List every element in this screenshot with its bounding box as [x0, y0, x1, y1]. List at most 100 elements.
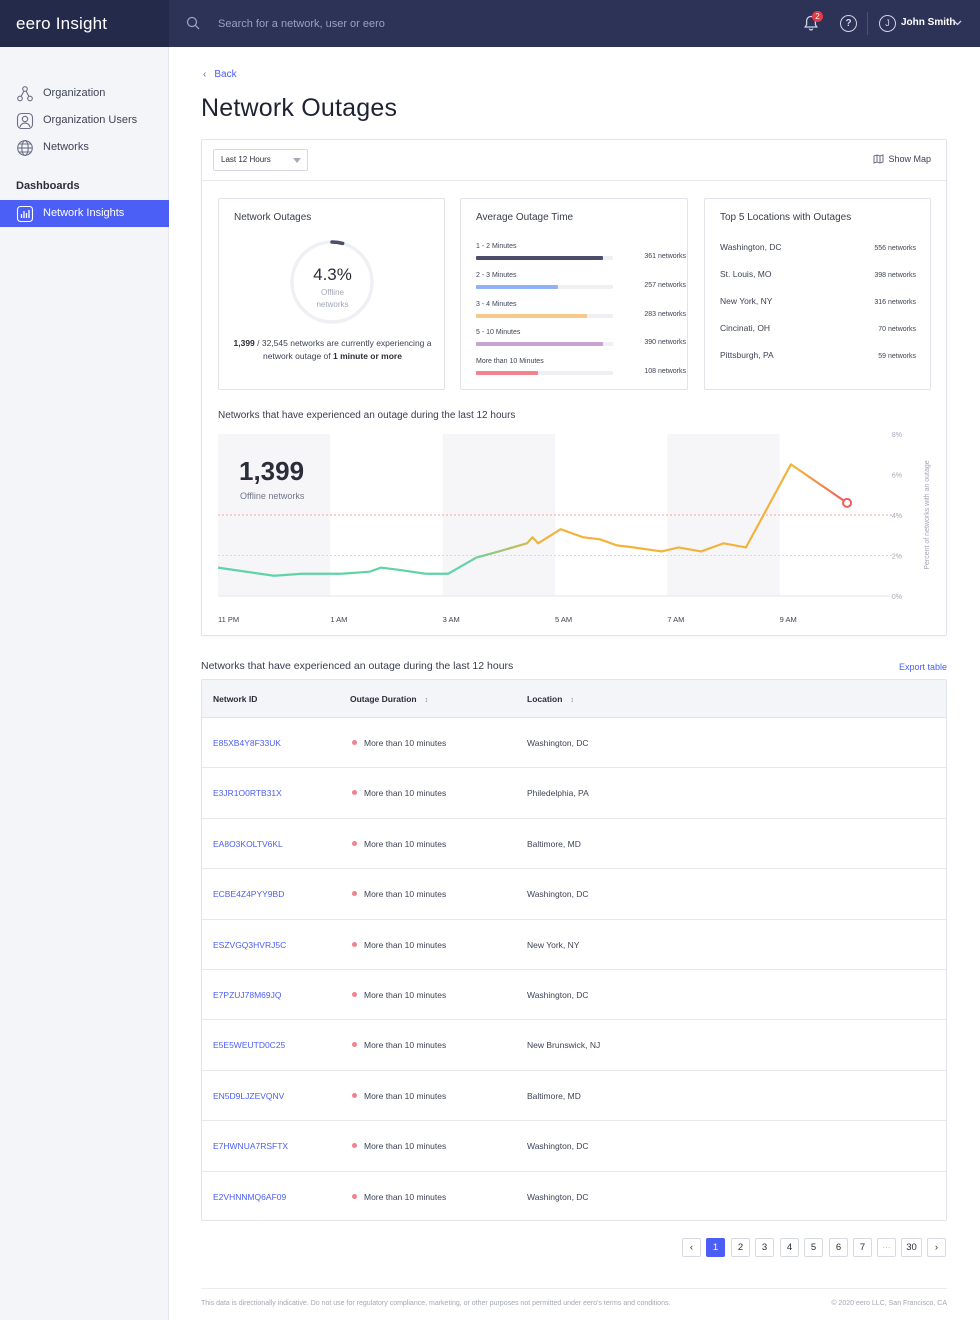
network-id-link[interactable]: E5E5WEUTD0C25: [213, 1040, 286, 1051]
duration-text: More than 10 minutes: [364, 788, 447, 799]
show-map-button[interactable]: Show Map: [873, 154, 931, 164]
outage-total-text: / 32,545 networks are currently experien…: [254, 338, 432, 361]
duration-bar-fill: [476, 256, 604, 260]
location-row[interactable]: New York, NY 316 networks: [720, 296, 916, 316]
page-button-30[interactable]: 30: [901, 1238, 922, 1257]
export-table-link[interactable]: Export table: [898, 662, 947, 672]
outage-duration-cell: More than 10 minutes: [352, 990, 446, 1000]
location-cell: Washington, DC: [527, 990, 589, 1000]
footer-disclaimer: This data is directionally indicative. D…: [201, 1300, 671, 1307]
next-page-button[interactable]: ›: [927, 1238, 946, 1257]
chevron-down-icon[interactable]: [953, 18, 962, 27]
table-row[interactable]: ESZVGQ3HVRJ5C More than 10 minutes New Y…: [202, 920, 946, 970]
network-id-link[interactable]: ECBE4Z4PYY9BD: [213, 889, 285, 900]
sort-icon[interactable]: ↕: [570, 697, 574, 704]
duration-text: More than 10 minutes: [364, 990, 447, 1000]
table-row[interactable]: E85XB4Y8F33UK More than 10 minutes Washi…: [202, 718, 946, 769]
sidebar-item-network-insights[interactable]: Network Insights: [0, 200, 169, 227]
network-id-link[interactable]: ESZVGQ3HVRJ5C: [213, 939, 287, 950]
duration-count: 283 networks: [644, 311, 686, 318]
card-title: Top 5 Locations with Outages: [720, 212, 852, 223]
footer-divider: [201, 1288, 947, 1289]
table-row[interactable]: EN5D9LJZEVQNV More than 10 minutes Balti…: [202, 1071, 946, 1122]
page-button-1[interactable]: 1: [706, 1238, 725, 1257]
table-row[interactable]: E2VHNNMQ6AF09 More than 10 minutes Washi…: [202, 1172, 946, 1222]
network-id-link[interactable]: EN5D9LJZEVQNV: [213, 1090, 285, 1101]
sidebar-item-organization-users[interactable]: Organization Users: [0, 107, 169, 134]
outage-duration-cell: More than 10 minutes: [352, 1141, 446, 1151]
duration-bar-fill: [476, 314, 587, 318]
network-id-link[interactable]: EA8O3KOLTV6KL: [213, 838, 283, 849]
y-axis-label: Percent of networks with an outage: [924, 460, 931, 569]
duration-bar-fill: [476, 371, 538, 375]
card-title: Network Outages: [234, 212, 312, 223]
x-tick-label: 7 AM: [667, 615, 684, 624]
location-row[interactable]: St. Louis, MO 398 networks: [720, 269, 916, 289]
table-row[interactable]: E7PZUJ78M69JQ More than 10 minutes Washi…: [202, 970, 946, 1021]
sort-icon[interactable]: ↕: [424, 697, 429, 704]
page-title: Network Outages: [201, 94, 398, 122]
table-row[interactable]: E3JR1O0RTB31X More than 10 minutes Phile…: [202, 768, 946, 819]
column-header-network-id[interactable]: Network ID: [213, 694, 257, 704]
network-id-link[interactable]: E7PZUJ78M69JQ: [213, 990, 282, 1000]
search-input[interactable]: [218, 14, 598, 34]
back-link[interactable]: ‹ Back: [203, 69, 237, 80]
y-tick-label: 0%: [892, 594, 902, 601]
table-row[interactable]: ECBE4Z4PYY9BD More than 10 minutes Washi…: [202, 869, 946, 920]
help-icon[interactable]: ?: [840, 15, 857, 32]
sidebar-item-label: Networks: [43, 141, 89, 153]
table-row[interactable]: E7HWNUA7RSFTX More than 10 minutes Washi…: [202, 1121, 946, 1172]
network-id-link[interactable]: E7HWNUA7RSFTX: [213, 1141, 289, 1152]
column-header-outage-duration[interactable]: Outage Duration ↕: [350, 694, 428, 704]
status-dot: [352, 941, 357, 947]
chart-title: Networks that have experienced an outage…: [218, 410, 516, 421]
page-ellipsis: ···: [877, 1238, 896, 1257]
offline-label-line2: networks: [316, 300, 349, 309]
sidebar-item-organization[interactable]: Organization: [0, 80, 169, 107]
outage-duration-cell: More than 10 minutes: [352, 788, 446, 798]
y-tick-label: 8%: [892, 432, 902, 439]
network-id-link[interactable]: E2VHNNMQ6AF09: [213, 1191, 287, 1202]
table-row[interactable]: EA8O3KOLTV6KL More than 10 minutes Balti…: [202, 819, 946, 870]
outage-duration-cell: More than 10 minutes: [352, 1192, 446, 1202]
status-dot: [352, 1143, 357, 1149]
column-header-location[interactable]: Location ↕: [527, 694, 574, 704]
time-range-select[interactable]: Last 12 Hours: [213, 149, 308, 171]
location-name: Pittsburgh, PA: [720, 350, 774, 360]
location-row[interactable]: Cincinati, OH 70 networks: [720, 323, 916, 343]
location-row[interactable]: Pittsburgh, PA 59 networks: [720, 350, 916, 370]
page-button-4[interactable]: 4: [780, 1238, 799, 1257]
duration-label: 2 - 3 Minutes: [476, 272, 517, 279]
page-button-6[interactable]: 6: [829, 1238, 848, 1257]
location-cell: Washington, DC: [527, 738, 589, 748]
user-icon: [16, 112, 34, 130]
app-logo[interactable]: eero Insight: [0, 0, 169, 47]
outage-count: 1,399: [233, 338, 255, 348]
footer-copyright: © 2020 eero LLC, San Francisco, CA: [831, 1300, 947, 1307]
table-header: Network ID Outage Duration ↕ Location ↕: [202, 680, 946, 718]
duration-text: More than 10 minutes: [364, 1040, 447, 1051]
show-map-label: Show Map: [888, 154, 931, 164]
page-button-5[interactable]: 5: [804, 1238, 823, 1257]
location-name: St. Louis, MO: [720, 269, 772, 279]
network-id-link[interactable]: E85XB4Y8F33UK: [213, 738, 282, 748]
x-tick-label: 3 AM: [443, 615, 460, 624]
network-outages-card: Network Outages 4.3% Offline networks 1,…: [218, 198, 445, 390]
column-header-label: Network ID: [213, 694, 258, 704]
location-count: 556 networks: [874, 245, 916, 252]
page-button-7[interactable]: 7: [853, 1238, 872, 1257]
global-search[interactable]: [186, 14, 606, 34]
location-cell: New Brunswick, NJ: [527, 1040, 601, 1051]
header-divider: [867, 12, 868, 35]
page-button-3[interactable]: 3: [755, 1238, 774, 1257]
sidebar-item-networks[interactable]: Networks: [0, 134, 169, 161]
x-tick-label: 5 AM: [555, 615, 572, 624]
user-avatar[interactable]: J: [879, 15, 896, 32]
page-button-2[interactable]: 2: [731, 1238, 750, 1257]
prev-page-button[interactable]: ‹: [682, 1238, 701, 1257]
table-row[interactable]: E5E5WEUTD0C25 More than 10 minutes New B…: [202, 1020, 946, 1071]
duration-count: 390 networks: [644, 339, 686, 346]
user-name[interactable]: John Smith: [901, 17, 956, 28]
network-id-link[interactable]: E3JR1O0RTB31X: [213, 788, 282, 799]
location-row[interactable]: Washington, DC 556 networks: [720, 242, 916, 262]
